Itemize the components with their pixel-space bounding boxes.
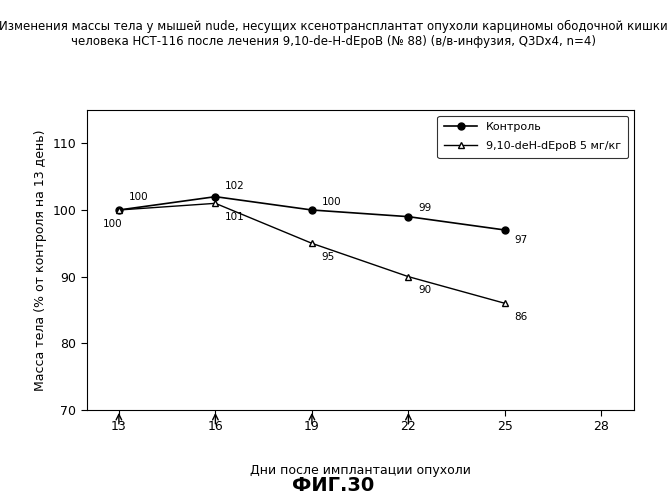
Text: 86: 86 — [515, 312, 528, 322]
Text: Изменения массы тела у мышей nude, несущих ксенотрансплантат опухоли карциномы о: Изменения массы тела у мышей nude, несущ… — [0, 20, 667, 48]
Text: 90: 90 — [418, 286, 432, 296]
Text: 100: 100 — [321, 196, 342, 206]
Text: 101: 101 — [225, 212, 245, 222]
Text: 102: 102 — [225, 180, 245, 190]
Text: 97: 97 — [515, 236, 528, 246]
Text: 100: 100 — [129, 192, 148, 202]
X-axis label: Дни после имплантации опухоли: Дни после имплантации опухоли — [249, 464, 471, 477]
Text: 95: 95 — [321, 252, 335, 262]
Text: 100: 100 — [103, 218, 123, 228]
Text: ФИГ.30: ФИГ.30 — [292, 476, 375, 495]
Y-axis label: Масса тела (% от контроля на 13 день): Масса тела (% от контроля на 13 день) — [34, 129, 47, 391]
Legend: Контроль, 9,10-deH-dEpoB 5 мг/кг: Контроль, 9,10-deH-dEpoB 5 мг/кг — [438, 116, 628, 158]
Text: 99: 99 — [418, 204, 432, 214]
